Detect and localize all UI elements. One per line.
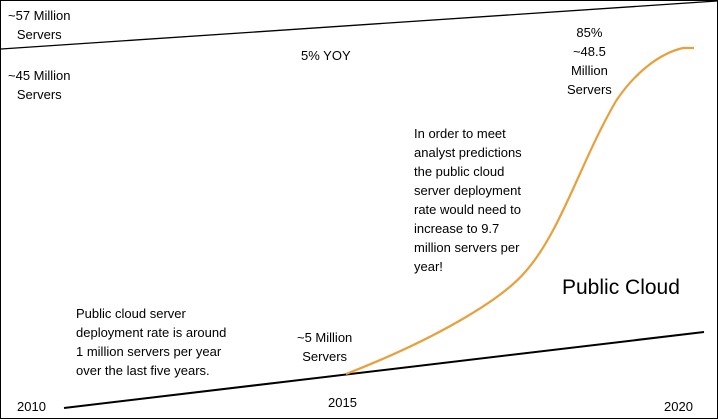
year-2015-label: 2015 bbox=[328, 395, 357, 410]
growth-rate-label: 5% YOY bbox=[301, 48, 351, 63]
five-million-line1: ~5 Million bbox=[297, 330, 353, 345]
peak-line4: Servers bbox=[567, 82, 612, 97]
year-2020-label: 2020 bbox=[664, 399, 693, 414]
top-left-line1: ~57 Million bbox=[8, 8, 71, 23]
current-rate-line2: deployment rate is around bbox=[76, 325, 227, 340]
current-rate-line3: 1 million servers per year bbox=[76, 344, 222, 359]
prediction-line5: rate would need to bbox=[414, 202, 521, 217]
peak-line2: ~48.5 bbox=[572, 44, 606, 59]
mid-left-line2: Servers bbox=[16, 87, 62, 102]
prediction-line1: In order to meet bbox=[414, 126, 506, 141]
current-rate-note: Public cloud server deployment rate is a… bbox=[76, 304, 226, 380]
prediction-line4: server deployment bbox=[414, 183, 521, 198]
top-left-line2: Servers bbox=[16, 27, 62, 42]
peak-servers-label: 85% ~48.5 Million Servers bbox=[567, 23, 612, 99]
public-cloud-growth-curve bbox=[345, 46, 694, 376]
prediction-line6: increase to 9.7 bbox=[414, 221, 500, 236]
mid-left-line1: ~45 Million bbox=[8, 68, 71, 83]
prediction-line7: million servers per bbox=[414, 240, 520, 255]
peak-line1: 85% bbox=[576, 25, 603, 40]
prediction-line3: the public cloud bbox=[414, 164, 505, 179]
public-cloud-baseline bbox=[63, 331, 705, 409]
prediction-line2: analyst predictions bbox=[414, 145, 522, 160]
public-cloud-label: Public Cloud bbox=[562, 276, 680, 299]
five-million-label: ~5 Million Servers bbox=[297, 328, 352, 366]
top-left-servers-label: ~57 Million Servers bbox=[8, 6, 71, 44]
prediction-note: In order to meet analyst predictions the… bbox=[414, 124, 522, 276]
year-2010-label: 2010 bbox=[17, 399, 46, 414]
peak-line3: Million bbox=[570, 63, 608, 78]
prediction-line8: year! bbox=[414, 259, 443, 274]
total-servers-line bbox=[1, 1, 717, 50]
mid-left-servers-label: ~45 Million Servers bbox=[8, 66, 71, 104]
five-million-line2: Servers bbox=[302, 349, 348, 364]
current-rate-line4: over the last five years. bbox=[76, 363, 210, 378]
current-rate-line1: Public cloud server bbox=[76, 306, 186, 321]
